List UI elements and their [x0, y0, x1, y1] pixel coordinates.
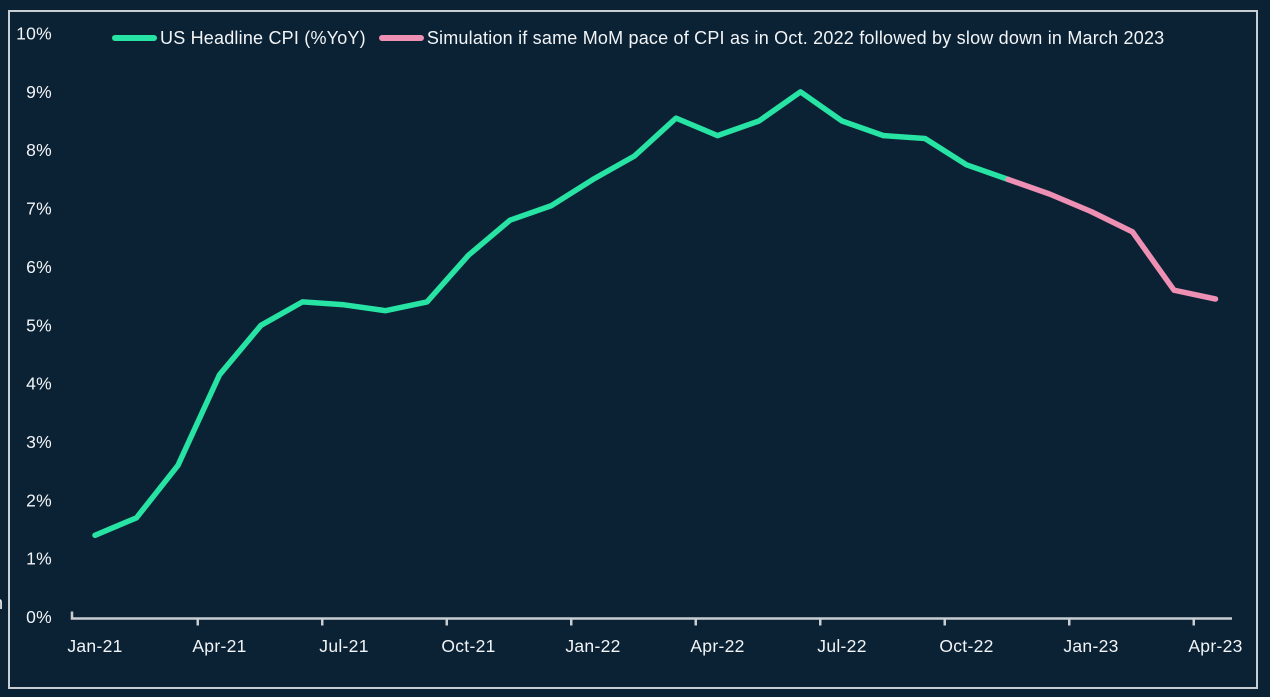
x-tick-label: Apr-21 [192, 636, 246, 656]
x-tick-label: Jul-22 [817, 636, 866, 656]
y-tick-label: 1% [26, 549, 52, 569]
x-tick-label: Jul-21 [319, 636, 368, 656]
x-axis-line [70, 611, 1232, 620]
legend-label-actual-cpi: US Headline CPI (%YoY) [160, 27, 366, 48]
y-tick-label: 7% [26, 199, 52, 219]
y-tick-label: 0% [26, 607, 52, 627]
x-tick-label: Oct-22 [939, 636, 993, 656]
x-tick-label: Jan-22 [565, 636, 620, 656]
x-tick-label: Jan-21 [67, 636, 122, 656]
y-tick-label: 2% [26, 490, 52, 510]
chart-legend: US Headline CPI (%YoY) Simulation if sam… [112, 27, 1164, 49]
y-tick-label: 5% [26, 315, 52, 335]
clipped-left-edge-text: n [0, 593, 3, 614]
legend-label-simulation: Simulation if same MoM pace of CPI as in… [426, 27, 1165, 48]
simulation-line [1005, 176, 1219, 302]
y-tick-label: 8% [26, 140, 52, 160]
legend-swatch-actual-cpi [112, 35, 157, 41]
legend-swatch-simulation [378, 35, 424, 41]
y-tick-label: 10% [16, 24, 52, 44]
x-tick-label: Apr-22 [690, 636, 744, 656]
x-tick-label: Jan-23 [1063, 636, 1118, 656]
y-tick-label: 4% [26, 374, 52, 394]
y-tick-label: 9% [26, 82, 52, 102]
x-tick-label: Oct-21 [441, 636, 495, 656]
actual-cpi-line [92, 89, 1011, 539]
y-tick-label: 3% [26, 432, 52, 452]
y-tick-label: 6% [26, 257, 52, 277]
x-tick-label: Apr-23 [1188, 636, 1242, 656]
